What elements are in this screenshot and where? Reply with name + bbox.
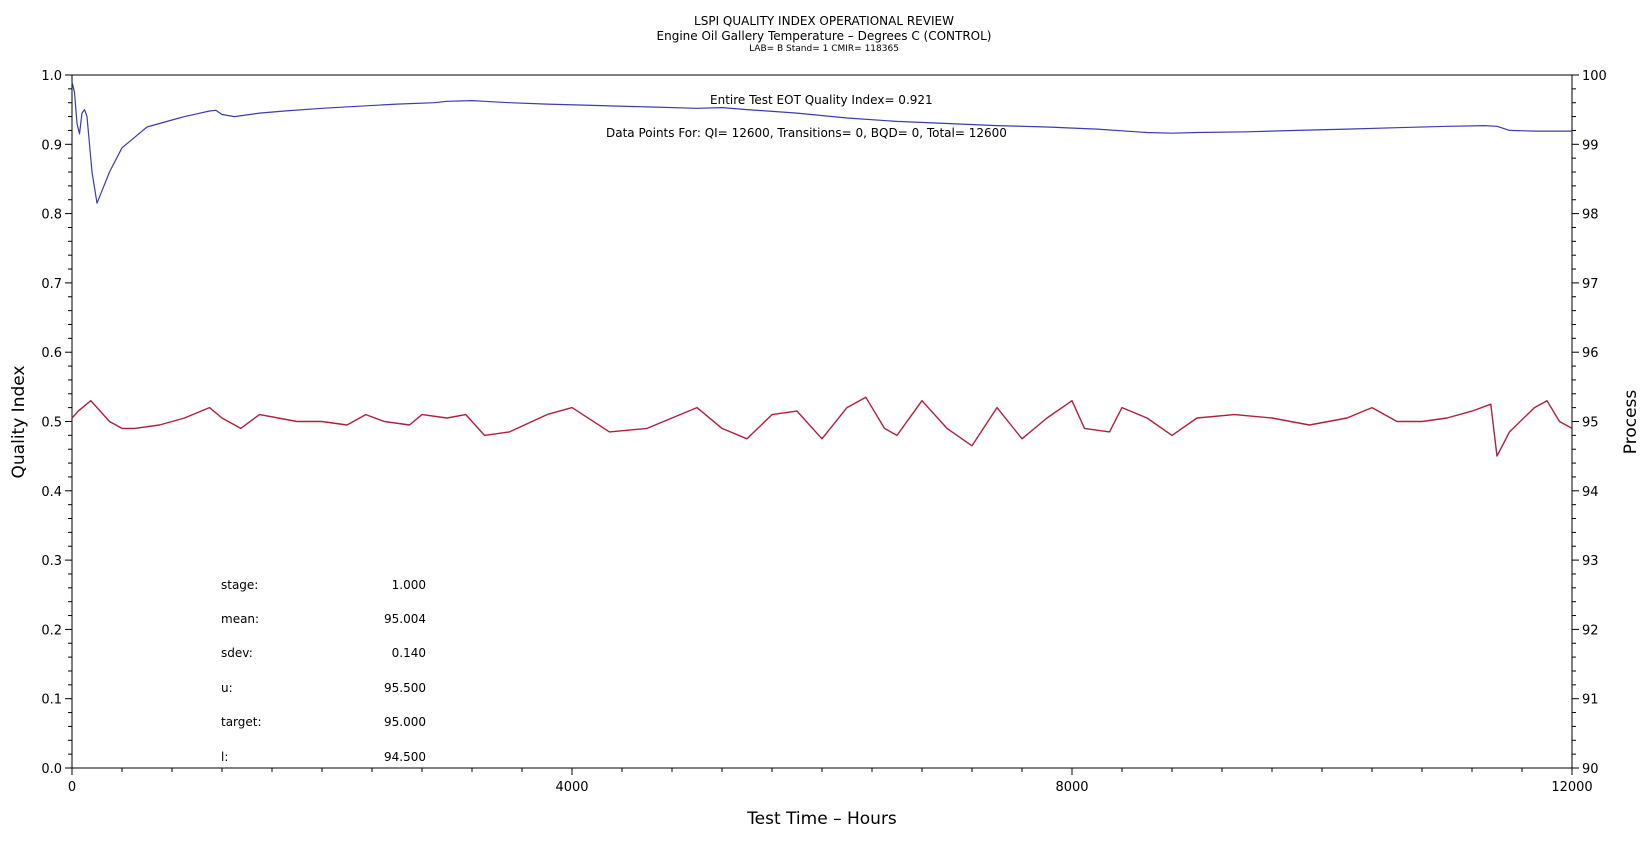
y2-tick-label: 95 xyxy=(1582,416,1599,431)
y-tick-label: 0.0 xyxy=(41,762,62,777)
stat-label: stage: xyxy=(221,578,258,592)
stat-value: 95.000 xyxy=(384,715,426,729)
y2-tick-label: 90 xyxy=(1582,762,1599,777)
y-tick-label: 0.3 xyxy=(41,554,62,569)
y2-tick-label: 100 xyxy=(1582,69,1607,84)
stat-label: u: xyxy=(221,681,233,695)
y2-tick-label: 97 xyxy=(1582,277,1599,292)
y-tick-label: 0.7 xyxy=(41,277,62,292)
x-tick-label: 0 xyxy=(68,780,76,795)
quality-index-line xyxy=(71,81,1572,204)
stat-value: 1.000 xyxy=(392,578,426,592)
x-tick-label: 8000 xyxy=(1055,780,1088,795)
y-tick-label: 0.4 xyxy=(41,485,62,500)
y-axis-title: Quality Index xyxy=(9,366,29,479)
stat-label: l: xyxy=(221,750,228,764)
stat-value: 0.140 xyxy=(392,646,426,660)
y2-tick-label: 98 xyxy=(1582,208,1599,223)
y-tick-label: 1.0 xyxy=(41,69,62,84)
chart-title: LSPI QUALITY INDEX OPERATIONAL REVIEW xyxy=(694,14,954,28)
y-tick-label: 0.2 xyxy=(41,623,62,638)
y-tick-label: 0.6 xyxy=(41,346,62,361)
process-line xyxy=(71,396,1573,457)
data-points-annotation: Data Points For: QI= 12600, Transitions=… xyxy=(606,126,1007,140)
y-tick-label: 0.8 xyxy=(41,208,62,223)
y2-axis-title: Process xyxy=(1621,390,1641,455)
x-tick-label: 12000 xyxy=(1551,780,1592,795)
y2-tick-label: 91 xyxy=(1582,693,1599,708)
axis-ticks: 0.0 0.1 0.2 0.3 0.4 0.5 0.6 0.7 0.8 0.9 1.0 90 91 92 9… xyxy=(41,69,1607,795)
y-tick-label: 0.9 xyxy=(41,138,62,153)
y2-tick-label: 96 xyxy=(1582,346,1599,361)
stat-value: 95.500 xyxy=(384,681,426,695)
y-tick-label: 0.1 xyxy=(41,693,62,708)
stat-label: mean: xyxy=(221,612,259,626)
y2-tick-label: 93 xyxy=(1582,554,1599,569)
stat-label: sdev: xyxy=(221,646,253,660)
quality-index-annotation: Entire Test EOT Quality Index= 0.921 xyxy=(710,93,933,107)
stat-value: 95.004 xyxy=(384,612,426,626)
y2-tick-label: 99 xyxy=(1582,138,1599,153)
y2-tick-label: 94 xyxy=(1582,485,1599,500)
chart-subtitle: Engine Oil Gallery Temperature – Degrees… xyxy=(656,29,992,43)
y-tick-label: 0.5 xyxy=(41,416,62,431)
series-lines xyxy=(71,81,1573,457)
stat-value: 94.500 xyxy=(384,750,426,764)
x-tick-label: 4000 xyxy=(555,780,588,795)
chart-info: LAB= B Stand= 1 CMIR= 118365 xyxy=(749,44,899,54)
x-axis-title: Test Time – Hours xyxy=(746,809,897,829)
y2-tick-label: 92 xyxy=(1582,623,1599,638)
stat-label: target: xyxy=(221,715,262,729)
